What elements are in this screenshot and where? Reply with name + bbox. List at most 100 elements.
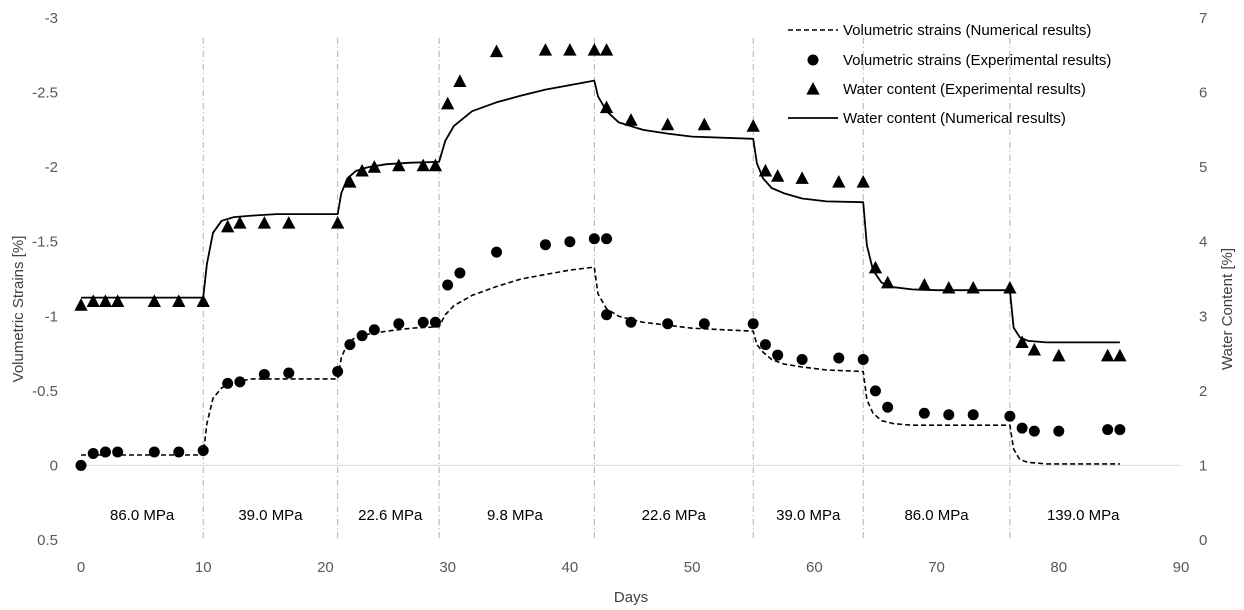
water-content-experimental-point (1052, 348, 1066, 362)
volumetric-strain-experimental-point (283, 367, 295, 379)
legend-item: Volumetric strains (Experimental results… (807, 52, 1111, 69)
water-content-experimental-point (196, 294, 210, 307)
x-tick-label: 50 (684, 559, 701, 576)
water-content-experimental-point (441, 96, 455, 110)
y-tick-label: -1 (45, 308, 58, 325)
y2-tick-label: 1 (1199, 457, 1207, 474)
volumetric-strain-experimental-point (429, 316, 441, 328)
water-content-experimental-point (697, 117, 711, 131)
volumetric-strain-experimental-point (918, 407, 930, 419)
volumetric-strain-experimental-point (747, 318, 759, 330)
volumetric-strain-experimental-point (148, 446, 160, 458)
stage-pressure-label: 39.0 MPa (238, 507, 303, 524)
stage-pressure-label: 39.0 MPa (776, 507, 841, 524)
water-content-experimental-point (599, 43, 614, 56)
volumetric-strain-experimental-point (393, 318, 405, 330)
volumetric-strain-experimental-point (662, 318, 674, 330)
water-content-experimental-point (624, 113, 638, 126)
y2-axis-title: Water Content [%] (1219, 248, 1236, 370)
water-content-experimental-point (1015, 335, 1029, 348)
volumetric-strain-experimental-point (539, 239, 551, 251)
water-content-experimental-point (881, 275, 895, 289)
y2-tick-label: 3 (1199, 308, 1207, 325)
volumetric-strain-experimental-point (601, 309, 613, 321)
water-content-experimental-point (86, 294, 100, 307)
water-content-experimental-point (331, 216, 345, 229)
x-tick-label: 60 (806, 559, 823, 576)
water-content-experimental-point (832, 175, 846, 188)
water-content-experimental-point (771, 169, 785, 182)
x-tick-label: 70 (928, 559, 945, 576)
legend-circle-swatch (807, 54, 819, 66)
volumetric-strain-experimental-point (564, 236, 576, 248)
y2-tick-label: 4 (1199, 234, 1207, 251)
y-tick-label: -1.5 (32, 234, 58, 251)
legend-label: Volumetric strains (Numerical results) (843, 22, 1091, 39)
y-axis-title: Volumetric Strains [%] (10, 236, 27, 383)
legend-item: Water content (Numerical results) (788, 110, 1066, 127)
volumetric-strain-experimental-point (772, 349, 784, 361)
legend-label: Volumetric strains (Experimental results… (843, 52, 1111, 69)
volumetric-strain-experimental-point (332, 365, 344, 377)
water-content-experimental-point (74, 298, 88, 311)
volumetric-strain-experimental-point (491, 246, 503, 258)
y2-tick-label: 0 (1199, 532, 1207, 549)
y-tick-label: -0.5 (32, 383, 58, 400)
tick-labels: 0 10 20 30 40 50 60 70 80 90-3-2.5-2-1.5-1-0.500.… (32, 10, 1207, 576)
volumetric-strain-experimental-point (112, 446, 124, 458)
water-content-experimental-point (343, 175, 357, 188)
legend-label: Water content (Experimental results) (843, 81, 1086, 98)
water-content-experimental-point (147, 294, 161, 307)
y-tick-label: -2 (45, 159, 58, 176)
volumetric-strain-experimental-point (87, 447, 99, 459)
water-content-experimental-point (416, 158, 430, 172)
y2-tick-label: 7 (1199, 10, 1207, 27)
stage-pressure-label: 139.0 MPa (1047, 507, 1120, 524)
volumetric-strain-experimental-point (454, 267, 466, 279)
volumetric-strain-experimental-point (601, 233, 613, 245)
legend-label: Water content (Numerical results) (843, 110, 1066, 127)
volumetric-strain-experimental-point (197, 445, 209, 457)
y-tick-label: -2.5 (32, 85, 58, 102)
volumetric-strain-experimental-point (1102, 424, 1114, 436)
volumetric-strain-experimental-point (75, 459, 87, 471)
water-content-experimental-point (98, 294, 113, 307)
stage-pressure-label: 86.0 MPa (110, 507, 175, 524)
stage-pressure-label: 22.6 MPa (642, 507, 707, 524)
volumetric-strain-experimental-point (234, 376, 246, 388)
x-tick-label: 90 (1173, 559, 1190, 576)
volumetric-strain-experimental-point (625, 316, 637, 328)
water-content-experimental-point (355, 163, 369, 177)
volumetric-strain-numerical-line (81, 266, 1120, 465)
water-content-experimental-point (746, 119, 760, 132)
water-content-experimental-point (111, 294, 125, 307)
y2-tick-label: 2 (1199, 383, 1207, 400)
water-content-experimental-point (587, 43, 601, 56)
water-content-experimental-point (1113, 348, 1127, 362)
water-content-experimental-point (856, 175, 870, 188)
legend-triangle-swatch (806, 82, 820, 95)
y2-tick-label: 5 (1199, 159, 1207, 176)
volumetric-strain-experimental-point (222, 377, 234, 389)
water-content-experimental-point (942, 280, 956, 294)
volumetric-strain-experimental-point (99, 446, 111, 458)
water-content-experimental-point (221, 219, 235, 233)
x-tick-label: 30 (439, 559, 456, 576)
water-content-experimental-point (233, 216, 247, 229)
volumetric-strain-experimental-point (869, 385, 881, 397)
volumetric-strain-experimental-point (1028, 425, 1040, 437)
legend-item: Water content (Experimental results) (806, 81, 1086, 98)
volumetric-strain-experimental-point (356, 330, 368, 342)
volumetric-strain-experimental-point (1004, 410, 1016, 422)
water-content-experimental-point (172, 294, 186, 307)
water-content-experimental-point (966, 280, 980, 294)
y-tick-label: 0 (50, 457, 58, 474)
water-content-experimental-point (599, 100, 614, 114)
volumetric-strain-experimental-point (796, 354, 808, 366)
x-axis-title: Days (614, 589, 648, 606)
water-content-experimental-point (795, 171, 809, 184)
water-content-experimental-point (282, 216, 296, 229)
water-content-experimental-point (1101, 348, 1115, 362)
water-content-experimental-point (428, 158, 443, 172)
water-content-experimental-point (758, 163, 773, 177)
